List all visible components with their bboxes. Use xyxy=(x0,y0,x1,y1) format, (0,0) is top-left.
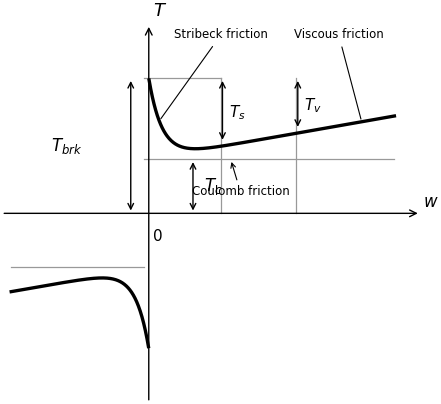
Text: $T$: $T$ xyxy=(153,2,167,21)
Text: Stribeck friction: Stribeck friction xyxy=(161,29,268,119)
Text: $T_c$: $T_c$ xyxy=(205,176,223,196)
Text: $w$: $w$ xyxy=(423,194,439,211)
Text: Coulomb friction: Coulomb friction xyxy=(191,163,289,198)
Text: $T_v$: $T_v$ xyxy=(304,97,322,115)
Text: $T_{brk}$: $T_{brk}$ xyxy=(51,136,82,156)
Text: $0$: $0$ xyxy=(152,228,163,244)
Text: Viscous friction: Viscous friction xyxy=(294,29,384,119)
Text: $T_s$: $T_s$ xyxy=(229,103,246,122)
